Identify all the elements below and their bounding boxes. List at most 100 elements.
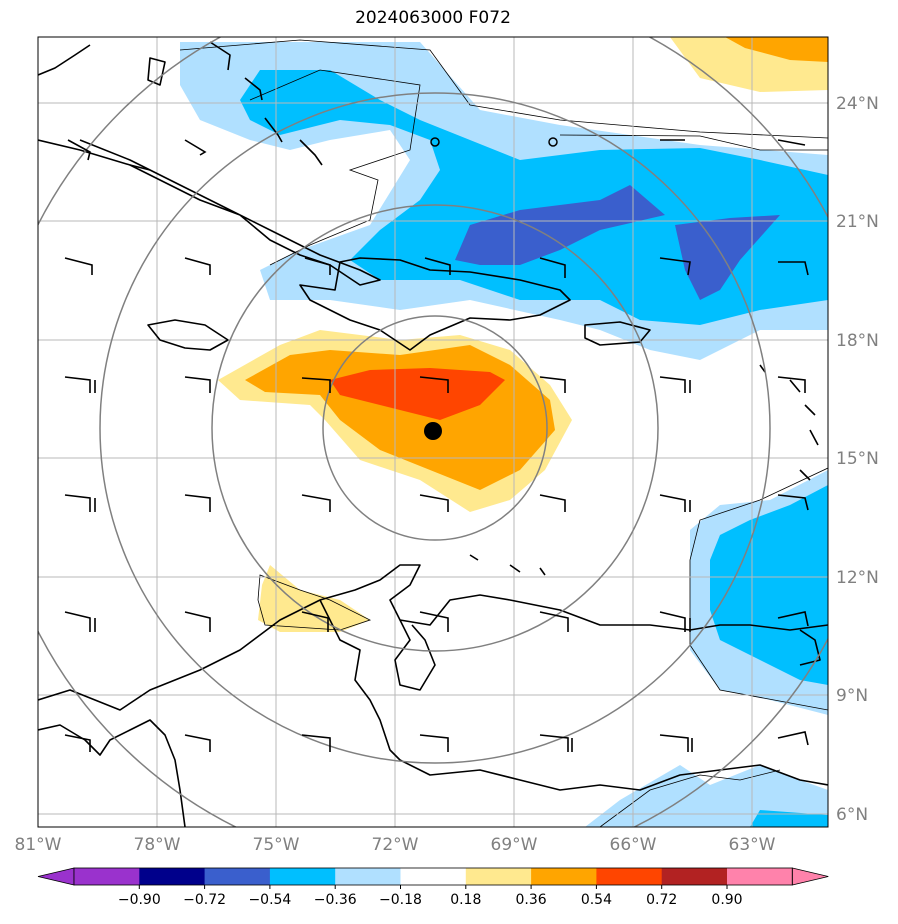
colorbar-segment [465, 868, 532, 885]
latitude-labels: 24°N 21°N 18°N 15°N 12°N 9°N 6°N [836, 94, 879, 825]
map-plot-area [38, 37, 828, 827]
colorbar-segment [204, 868, 271, 885]
wind-barb [419, 376, 449, 393]
wind-barb [777, 376, 806, 393]
colorbar-segment [139, 868, 206, 885]
coast-trinidad [799, 629, 821, 666]
colorbar-segment [661, 868, 728, 885]
lat-tick: 21°N [836, 212, 879, 232]
wind-barb [301, 734, 331, 752]
wind-barb [64, 257, 93, 275]
coast-panama [38, 719, 186, 827]
wind-barb [419, 611, 449, 632]
colorbar-segments [37, 867, 829, 886]
wind-barb [301, 377, 331, 393]
lat-tick: 15°N [836, 449, 879, 469]
wind-barb [539, 257, 566, 278]
coast-abc-islands [469, 554, 546, 576]
colorbar-border [73, 867, 793, 886]
wind-barb [64, 734, 91, 752]
colorbar-extend-low [37, 867, 75, 886]
lon-tick: 78°W [134, 835, 181, 855]
wind-barb [778, 261, 809, 276]
colorbar-extend-high [791, 867, 829, 886]
colorbar-tick-label: −0.90 [118, 892, 161, 908]
wind-barb [659, 494, 691, 512]
lat-tick: 9°N [836, 686, 868, 706]
colorbar-segment [269, 868, 336, 885]
wind-barb [184, 139, 207, 156]
wind-barb [539, 494, 566, 512]
lon-tick: 75°W [253, 835, 300, 855]
wind-barb [184, 257, 211, 275]
field-dark-blue-north-1 [455, 185, 665, 265]
wind-barb [184, 376, 211, 393]
colorbar-tick-label: 0.72 [646, 892, 677, 908]
colorbar-segment [74, 868, 140, 885]
colorbar-ticks: −0.90 −0.72 −0.54 −0.36 −0.18 0.18 0.36 0.54 0.7… [118, 885, 743, 908]
wind-barb [659, 257, 691, 276]
wind-barb [304, 257, 331, 275]
field-yellow-south [258, 565, 370, 632]
map-title: 2024063000 F072 [355, 8, 511, 28]
lon-tick: 63°W [729, 835, 776, 855]
lat-tick: 6°N [836, 805, 868, 825]
wind-barb [64, 494, 96, 512]
island-marker [430, 137, 440, 147]
lon-tick: 72°W [372, 835, 419, 855]
storm-center-dot [424, 422, 442, 440]
wind-barb [67, 139, 91, 161]
lon-tick: 69°W [491, 835, 538, 855]
coast-maracaibo [394, 619, 436, 691]
wind-barb [539, 376, 566, 393]
colorbar-segment [400, 868, 467, 885]
wind-barb [301, 611, 329, 632]
wind-barb [659, 611, 691, 632]
coast-bahamas-4 [299, 139, 323, 166]
coast-south-america [38, 564, 828, 711]
colorbar-segment [596, 868, 663, 885]
wind-barb [419, 494, 449, 512]
field-blue-east [710, 485, 828, 685]
island-marker [548, 137, 558, 147]
coast-bahamas-1 [209, 41, 231, 71]
colorbar-tick-label: −0.18 [379, 892, 422, 908]
wind-barbs [64, 139, 809, 752]
wind-barb [424, 257, 451, 275]
map-frame [37, 36, 829, 828]
lat-tick: 12°N [836, 568, 879, 588]
coast-jamaica [147, 319, 229, 351]
coast-lesser-antilles [759, 364, 819, 481]
colorbar-segment [531, 868, 597, 885]
longitude-labels: 81°W 78°W 75°W 72°W 69°W 66°W 63°W [15, 835, 776, 855]
wind-barb [659, 376, 691, 393]
colorbar-segment [727, 868, 793, 885]
colorbar-tick-label: −0.54 [248, 892, 291, 908]
wind-barb [539, 611, 569, 632]
wind-barb [777, 494, 809, 511]
wind-barb [184, 611, 211, 632]
wind-barb [659, 734, 693, 752]
coastlines [38, 41, 828, 827]
lon-tick: 66°W [610, 835, 657, 855]
colorbar-tick-label: 0.36 [516, 892, 547, 908]
wind-barb [777, 731, 809, 746]
wind-barb [777, 139, 806, 146]
colorbar-tick-label: −0.72 [183, 892, 226, 908]
coast-florida-keys [38, 44, 91, 76]
coast-hispaniola [299, 257, 571, 351]
coast-colombia-interior [319, 599, 828, 791]
colorbar-tick-label: 0.54 [581, 892, 612, 908]
wind-barb [539, 734, 573, 752]
wind-barb [777, 611, 809, 627]
lat-lon-gridlines [38, 37, 828, 827]
colorbar: −0.90 −0.72 −0.54 −0.36 −0.18 0.18 0.36 0.54 0.7… [37, 867, 829, 908]
colorbar-tick-label: −0.36 [314, 892, 357, 908]
wind-barb [419, 734, 449, 752]
field-dark-blue-north-2 [675, 215, 780, 300]
lat-tick: 24°N [836, 94, 879, 114]
coast-cayman [129, 164, 151, 171]
lat-tick: 18°N [836, 331, 879, 351]
wind-barb [184, 494, 211, 512]
